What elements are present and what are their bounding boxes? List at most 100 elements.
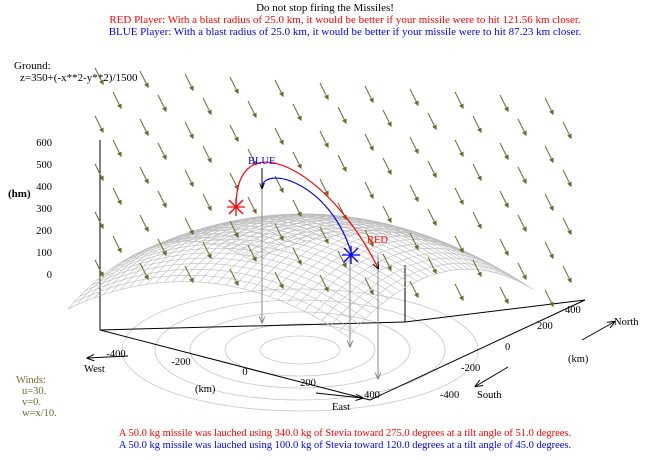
wind-arrow	[274, 175, 284, 194]
red-player-status: RED Player: With a blast radius of 25.0 …	[109, 14, 581, 26]
east-label: East	[332, 402, 350, 413]
wind-arrow	[409, 184, 419, 203]
winds-label: Winds:	[16, 375, 46, 386]
wind-arrow	[454, 187, 464, 206]
wind-arrow	[184, 265, 194, 284]
wind-arrow	[562, 121, 572, 140]
wind-arrow	[229, 124, 239, 143]
wind-arrow	[517, 166, 527, 185]
wind-arrow	[112, 187, 122, 206]
red-missile-trajectory	[235, 161, 378, 268]
wind-arrow	[184, 73, 194, 92]
plot-base-frame	[99, 140, 586, 401]
surface-mesh-line	[339, 263, 524, 332]
winds-legend: Winds: u=30. v=0. w=x/10.	[16, 375, 57, 419]
blue-missile-trajectory	[261, 177, 353, 256]
wind-arrow	[427, 256, 437, 275]
surface-mesh-line	[171, 214, 452, 271]
surface-mesh-line	[246, 229, 527, 286]
wind-arrow	[364, 133, 374, 152]
surface-mesh-line	[85, 263, 366, 319]
wind-arrow	[184, 169, 194, 188]
z-axis-ticks: 600 500 400 300 200 100 0	[36, 138, 52, 281]
east-tick: -200	[171, 357, 190, 368]
east-tick: 0	[242, 367, 247, 378]
north-label: North	[614, 317, 639, 328]
wind-arrow	[382, 157, 392, 176]
wind-arrow	[562, 169, 572, 188]
wind-arrow	[337, 154, 347, 173]
wind-arrow	[499, 190, 509, 209]
wind-arrow	[139, 70, 149, 89]
wind-arrow	[274, 79, 284, 98]
wind-arrow	[229, 76, 239, 95]
z-tick: 600	[36, 138, 52, 149]
wind-arrow	[517, 118, 527, 137]
blue-player-marker	[342, 246, 360, 264]
wind-arrow	[157, 142, 167, 161]
blue-launch-info: A 50.0 kg missile was lauched using 100.…	[118, 440, 572, 451]
wind-arrow	[364, 85, 374, 104]
z-tick: 400	[36, 182, 52, 193]
wind-arrow	[319, 130, 329, 149]
wind-w: w=x/10.	[22, 408, 57, 419]
wind-arrow	[247, 148, 257, 167]
wind-arrow	[247, 244, 257, 263]
wind-arrow	[202, 193, 212, 212]
red-launch-info: A 50.0 kg missile was lauched using 340.…	[118, 428, 572, 439]
z-tick: 500	[36, 160, 52, 171]
blue-marker-label: BLUE	[248, 156, 275, 167]
wind-arrow	[94, 259, 104, 278]
north-axis-label: (km)	[568, 354, 589, 365]
wind-arrow	[409, 136, 419, 155]
wind-arrow	[499, 142, 509, 161]
ground-equation: z=350+(-x**2-y**2)/1500	[20, 72, 138, 84]
wind-arrow	[274, 223, 284, 242]
wind-arrow	[139, 166, 149, 185]
west-arrow	[88, 356, 129, 358]
east-tick: 400	[364, 390, 380, 401]
wind-arrow	[274, 271, 284, 290]
wind-arrow	[472, 163, 482, 182]
wind-arrow	[139, 214, 149, 233]
wind-arrow	[499, 286, 509, 305]
north-tick: 400	[565, 305, 581, 316]
wind-arrow	[184, 217, 194, 236]
surface-mesh-line	[200, 214, 481, 271]
west-label: West	[84, 364, 105, 375]
east-axis-ticks: -400 -200 0 200 400	[106, 349, 380, 401]
wind-arrow	[337, 250, 347, 269]
wind-arrow	[139, 262, 149, 281]
wind-arrow	[157, 94, 167, 113]
wind-arrow	[229, 220, 239, 239]
north-tick: 0	[505, 342, 510, 353]
game-title: Do not stop firing the Missiles!	[256, 2, 394, 14]
north-tick: -200	[461, 363, 480, 374]
wind-arrow	[229, 268, 239, 287]
wind-arrow	[544, 145, 554, 164]
wind-arrow	[544, 193, 554, 212]
wind-arrow	[544, 97, 554, 116]
wind-arrow	[94, 211, 104, 230]
north-tick: -400	[440, 390, 459, 401]
wind-arrow	[454, 283, 464, 302]
ground-label: Ground:	[14, 60, 51, 72]
wind-arrow	[157, 238, 167, 257]
surface-mesh-line	[67, 281, 349, 338]
impact-drop-lines	[262, 188, 378, 378]
wind-arrow	[202, 145, 212, 164]
wind-arrow	[562, 265, 572, 284]
wind-arrow	[94, 163, 104, 182]
red-player-marker	[227, 198, 245, 216]
wind-arrow	[112, 91, 122, 110]
surface-mesh-line	[113, 239, 395, 296]
surface-mesh-line	[217, 217, 498, 274]
surface-mesh-line	[73, 274, 354, 331]
surface-mesh-line	[90, 257, 372, 314]
wind-arrow	[94, 67, 104, 86]
wind-vector-field	[94, 67, 572, 308]
wind-arrow	[517, 262, 527, 281]
surface-mesh-line	[102, 247, 383, 304]
north-axis-ticks: -400 -200 0 200 400	[440, 305, 581, 401]
